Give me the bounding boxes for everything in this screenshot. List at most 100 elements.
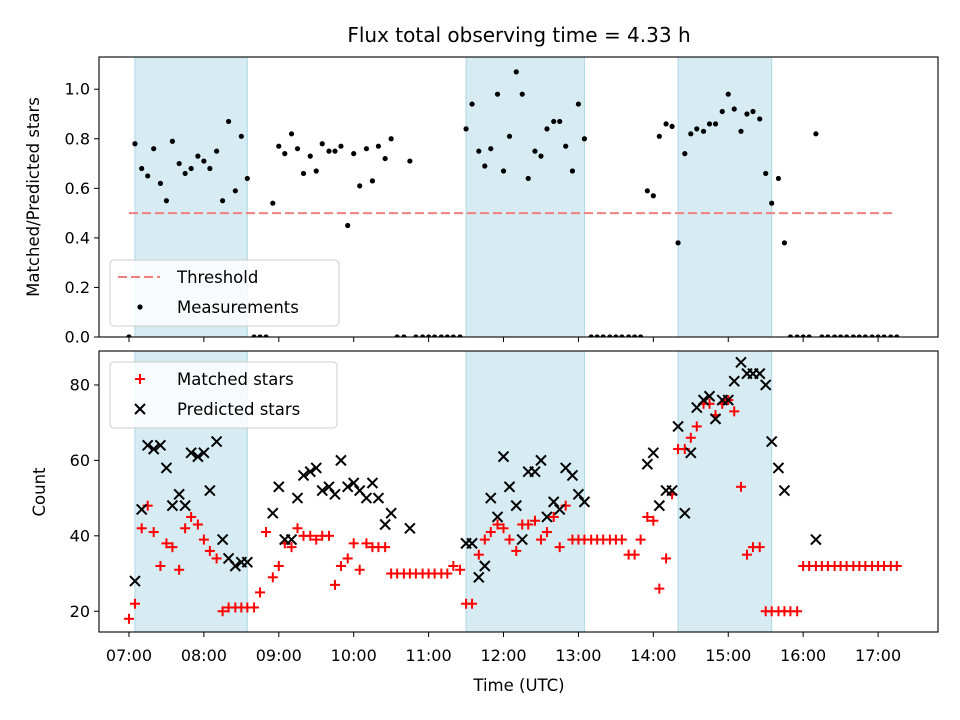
top-series-0-point-91 <box>694 126 700 132</box>
bottom-series-1-point-71-b <box>709 413 722 425</box>
bottom-series-1-point-66 <box>679 507 691 519</box>
bottom-series-1-point-48 <box>510 499 522 512</box>
bottom-series-0 <box>123 395 902 624</box>
bottom-series-1-point-41 <box>466 537 478 550</box>
top-legend-label-1: Measurements <box>177 298 299 317</box>
bottom-series-1-point-49 <box>516 533 528 546</box>
bottom-series-1-point-35-b <box>366 477 379 489</box>
top-series-0-point-60 <box>500 168 507 174</box>
top-series-0-point-117 <box>856 334 862 337</box>
bottom-series-1-point-45-b <box>491 511 504 523</box>
bottom-series-0-point-27 <box>292 523 303 534</box>
bottom-series-1-point-70 <box>703 390 716 402</box>
top-series-0-point-107 <box>794 334 800 337</box>
bottom-series-0-point-29 <box>305 530 316 541</box>
top-series-0-point-24 <box>276 143 282 149</box>
top-series-0-point-61 <box>506 133 513 139</box>
bottom-series-0-point-30 <box>311 534 322 545</box>
top-series-0-point-84 <box>650 193 656 199</box>
bottom-series-1-point-46 <box>497 450 510 463</box>
bottom-series-1-point-10 <box>192 450 204 463</box>
x-tick-label-6: 13:00 <box>555 646 601 665</box>
top-series-0-point-113 <box>832 334 838 337</box>
top-series-0-point-5 <box>157 180 164 186</box>
top-series-0-point-64 <box>525 175 531 182</box>
bottom-series-0-point-62 <box>511 545 522 556</box>
bottom-series-1-point-74 <box>728 375 740 387</box>
bottom-series-0-point-0 <box>123 613 134 624</box>
bottom-series-0-point-67 <box>541 527 552 538</box>
top-series-0-point-31 <box>319 141 325 147</box>
bottom-y-tick-label-1: 40 <box>70 526 90 545</box>
bottom-series-1-point-7-b <box>173 488 185 501</box>
bottom-series-1-point-81-b <box>772 462 785 474</box>
bottom-series-0-point-13 <box>204 545 215 556</box>
chart-title: Flux total observing time = 4.33 h <box>347 23 690 47</box>
bottom-series-0-point-21 <box>255 587 266 598</box>
top-series-0-point-30 <box>313 168 319 174</box>
bottom-series-1-point-70-b <box>703 390 716 402</box>
bottom-series-1-point-9-b <box>185 447 197 459</box>
top-series-0-point-92 <box>700 128 707 134</box>
bottom-series-1-point-59 <box>578 496 591 508</box>
top-series-0-point-25 <box>282 151 288 157</box>
bottom-series-1-point-61-b <box>647 447 660 459</box>
top-series-0-point-36 <box>351 151 357 157</box>
bottom-series-1-point-55-b <box>553 503 566 516</box>
bottom-series-1-point-1 <box>135 503 148 516</box>
bottom-series-0-point-10 <box>186 511 197 522</box>
top-series-0-point-1 <box>132 141 138 147</box>
bottom-series-1-point-16 <box>229 560 242 572</box>
bottom-y-tick-label-0: 20 <box>70 602 90 621</box>
bottom-panel: 20 40 60 80 07:00 08:00 09:00 10:00 11:00 12:00 13… <box>70 350 939 665</box>
bottom-series-1-point-19 <box>267 507 279 519</box>
bottom-series-0-point-37 <box>354 564 365 575</box>
bottom-series-1-point-18-b <box>241 556 254 568</box>
top-series-0-point-6 <box>163 198 170 204</box>
top-series-0-point-29 <box>307 153 313 159</box>
top-series-0-point-34 <box>338 143 344 149</box>
bottom-series-0-point-4 <box>148 527 159 538</box>
top-series-0-point-66 <box>538 153 544 159</box>
bottom-series-1-point-55 <box>553 503 566 516</box>
bottom-series-0-point-65 <box>529 515 540 526</box>
bottom-legend-label-1: Predicted stars <box>177 400 300 419</box>
bottom-series-1-point-14 <box>216 533 229 546</box>
top-series-0-point-3 <box>145 173 151 179</box>
bottom-shaded-interval-2 <box>677 351 773 632</box>
top-series-0-point-105 <box>781 240 788 246</box>
bottom-series-0-point-14 <box>211 553 222 564</box>
bottom-series-0-point-79 <box>616 534 627 545</box>
bottom-series-0-point-86 <box>661 553 672 564</box>
bottom-series-1-point-5-b <box>160 462 173 474</box>
top-series-0-point-114 <box>838 334 844 337</box>
bottom-axes-frame <box>98 350 939 633</box>
bottom-series-1-point-65 <box>672 420 684 433</box>
top-series-0-point-112 <box>825 334 831 337</box>
bottom-series-1-point-26 <box>310 462 322 474</box>
bottom-series-1-point-62 <box>653 499 666 512</box>
top-legend-label-0: Threshold <box>176 268 258 287</box>
bottom-series-1-point-11 <box>198 447 210 459</box>
top-series-0-point-93 <box>706 121 713 127</box>
top-series-0-point-65 <box>532 148 538 154</box>
bottom-series-0-point-22 <box>261 527 272 538</box>
bottom-series-1-point-54-b <box>548 496 560 508</box>
top-series-0-point-16 <box>225 118 232 125</box>
top-series-0-point-118 <box>862 334 868 337</box>
bottom-series-1-point-81 <box>772 462 785 474</box>
top-series-0-point-68 <box>551 118 557 125</box>
bottom-series-0-point-34 <box>335 560 346 571</box>
bottom-series-1-point-67 <box>685 447 697 459</box>
top-series-0-point-85 <box>656 133 662 139</box>
bottom-series-1-point-20-b <box>273 481 285 493</box>
bottom-series-1-point-30 <box>335 454 347 467</box>
bottom-series-1-point-73 <box>722 394 734 406</box>
top-series-0-point-21 <box>257 334 263 337</box>
bottom-series-1-point-83-b <box>810 533 822 546</box>
bottom-series-1-point-3-b <box>147 443 160 455</box>
bottom-series-1-point-31-b <box>341 481 354 493</box>
bottom-series-1-point-33-b <box>353 484 366 497</box>
bottom-series-1-point-34-b <box>360 492 373 504</box>
